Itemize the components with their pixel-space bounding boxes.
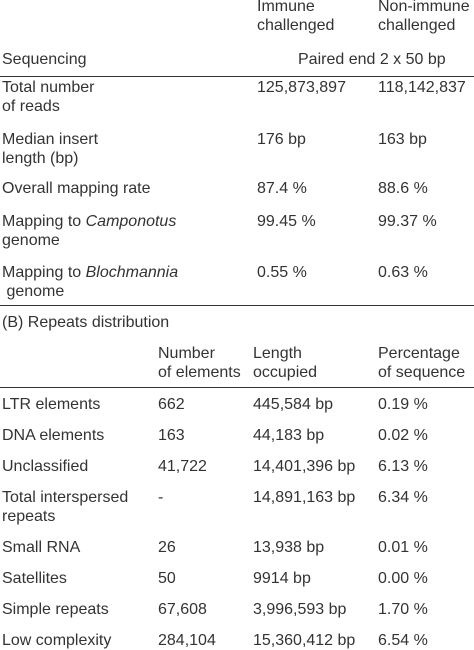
header-length-line2: occupied [253,364,318,381]
cell-non-immune: 118,142,837 [378,79,466,96]
cell-non-immune: 163 bp [378,131,427,148]
section-b-header-rule [0,387,474,388]
cell-length: 14,891,163 bp [253,489,356,506]
header-length-line1: Length [253,345,302,362]
cell-length: 13,938 bp [253,539,325,556]
cell-length: 15,360,412 bp [253,632,356,649]
row-label: Overall mapping rate [2,180,151,197]
cell-number: 662 [158,396,185,413]
cell-percentage: 6.34 % [378,489,428,506]
row-label: Unclassified [2,458,89,475]
row-label-prefix: Mapping to [2,264,86,281]
row-label: Low complexity [2,632,112,649]
header-rule [0,76,474,77]
cell-percentage: 0.01 % [378,539,428,556]
cell-number: 163 [158,427,185,444]
cell-immune: 125,873,897 [257,79,346,96]
cell-length: 445,584 bp [253,396,334,413]
row-label: repeats [2,508,56,525]
row-label: DNA elements [2,427,105,444]
header-percentage-line2: of sequence [378,364,466,381]
cell-non-immune: 88.6 % [378,180,428,197]
cell-immune: 99.45 % [257,213,316,230]
row-label: length (bp) [2,150,79,167]
row-label: of reads [2,98,60,115]
section-rule [0,305,474,306]
cell-immune: 0.55 % [257,264,307,281]
cell-length: 14,401,396 bp [253,458,356,475]
cell-length: 3,996,593 bp [253,601,347,618]
row-label: genome [2,232,60,249]
cell-number: 26 [158,539,176,556]
row-label-prefix: Mapping to [2,213,86,230]
row-label: LTR elements [2,396,101,413]
sequencing-value: Paired end 2 x 50 bp [298,51,446,68]
cell-number: 67,608 [158,601,207,618]
cell-length: 9914 bp [253,570,311,587]
cell-percentage: 6.13 % [378,458,428,475]
section-b-title: (B) Repeats distribution [2,314,170,331]
cell-number: 50 [158,570,176,587]
header-number-line1: Number [158,345,215,362]
sequencing-label: Sequencing [2,51,87,68]
cell-percentage: 6.54 % [378,632,428,649]
header-percentage-line1: Percentage [378,345,460,362]
cell-percentage: 1.70 % [378,601,428,618]
row-label: Total interspersed [2,489,129,506]
cell-percentage: 0.02 % [378,427,428,444]
header-number-line2: of elements [158,364,241,381]
cell-number: 41,722 [158,458,207,475]
header-non-immune-line2: challenged [378,17,456,34]
row-label: Small RNA [2,539,81,556]
row-label: Median insert [2,131,99,148]
cell-percentage: 0.19 % [378,396,428,413]
row-label: Simple repeats [2,601,109,618]
header-immune-line2: challenged [257,17,335,34]
row-label: Mapping to Camponotus [2,212,176,231]
cell-length: 44,183 bp [253,427,325,444]
cell-number: - [158,489,164,506]
row-label: genome [2,283,65,300]
cell-immune: 176 bp [257,131,306,148]
row-label-species: Blochmannia [85,264,179,281]
header-non-immune-line1: Non-immune [378,0,470,15]
row-label-species: Camponotus [85,213,177,230]
row-label: Satellites [2,570,67,587]
cell-number: 284,104 [158,632,216,649]
cell-non-immune: 0.63 % [378,264,428,281]
cell-non-immune: 99.37 % [378,213,437,230]
cell-immune: 87.4 % [257,180,307,197]
row-label: Mapping to Blochmannia [2,263,178,282]
header-immune-line1: Immune [257,0,315,15]
cell-percentage: 0.00 % [378,570,428,587]
row-label: Total number [2,79,95,96]
